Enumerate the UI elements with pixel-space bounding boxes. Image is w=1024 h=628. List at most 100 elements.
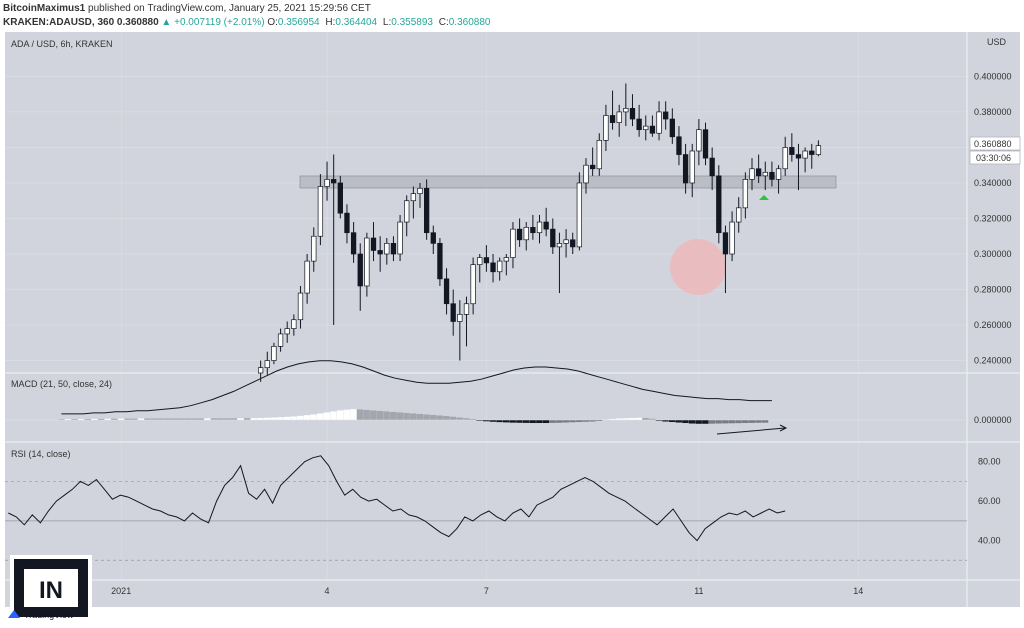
macd-histogram-bar [263, 417, 271, 420]
candle-body [477, 257, 483, 266]
high-label: H: [325, 17, 336, 28]
candle-body [397, 221, 403, 255]
price-badge [969, 136, 1021, 151]
tradingview-text: TradingView [24, 610, 74, 620]
macd-histogram-bar [755, 420, 762, 423]
logo-text: IN [39, 577, 63, 604]
macd-histogram-bar [436, 415, 443, 420]
candle-body [384, 242, 390, 255]
macd-histogram-bar [104, 418, 111, 420]
candle-body [331, 179, 337, 184]
candle-body [344, 212, 350, 234]
candle-body [490, 262, 496, 273]
macd-histogram-bar [702, 420, 709, 424]
macd-indicator [5, 360, 967, 424]
price-tick-label: 0.240000 [974, 356, 1012, 366]
macd-histogram-bar [91, 418, 98, 420]
candle-body [755, 168, 762, 177]
macd-histogram-bar [469, 418, 477, 420]
price-tick-label: 0.400000 [974, 71, 1012, 81]
candle-body [636, 118, 642, 131]
candle-body [291, 319, 297, 329]
candle-body [324, 179, 330, 187]
macd-histogram-bar [257, 417, 264, 420]
macd-histogram-bar [509, 420, 516, 423]
macd-histogram-bar [496, 420, 503, 423]
macd-histogram-bar [589, 420, 596, 422]
author-name[interactable]: BitcoinMaximus1 [3, 3, 86, 14]
time-axis-labels: 202147111418212528Feb [111, 586, 863, 596]
rsi-tick-label: 40.00 [978, 536, 1001, 546]
candle-body [404, 200, 410, 223]
candle-body [795, 154, 802, 159]
price-tick-label: 0.300000 [974, 249, 1012, 259]
macd-histogram-bar [655, 420, 663, 421]
candle-body [782, 147, 788, 170]
macd-histogram-bar [84, 418, 91, 420]
candle-body [729, 221, 735, 255]
price-tick-label: 0.260000 [974, 320, 1012, 330]
macd-histogram-bar [741, 420, 749, 424]
candle-body [470, 264, 476, 305]
macd-histogram-bar [250, 418, 257, 420]
macd-histogram-bar [137, 418, 145, 420]
macd-histogram-bar [569, 420, 576, 423]
candlestick-series [257, 83, 822, 382]
candle-body [702, 129, 709, 159]
candle-body [643, 125, 649, 131]
macd-histogram-bar [483, 420, 490, 422]
macd-histogram-bar [277, 417, 284, 420]
macd-histogram-bar [383, 411, 390, 420]
macd-histogram-bar [144, 418, 151, 420]
candle-body [596, 139, 602, 170]
macd-histogram-bar [170, 418, 178, 420]
highlight-circle[interactable] [670, 239, 726, 295]
macd-histogram-bar [177, 418, 184, 420]
macd-histogram-bar [224, 418, 231, 420]
candle-body [676, 136, 682, 155]
rsi-tick-label: 80.00 [978, 457, 1001, 467]
candle-body [297, 292, 304, 321]
macd-signal-line [61, 360, 772, 415]
candle-body [709, 157, 715, 177]
countdown-badge-text: 03:30:06 [976, 153, 1011, 163]
candle-body [370, 237, 377, 251]
macd-histogram-bar [270, 417, 277, 420]
macd-histogram-bar [456, 417, 463, 420]
candle-body [516, 228, 523, 241]
macd-histogram-bar [204, 418, 211, 420]
candle-body [277, 333, 284, 347]
macd-histogram-bar [210, 418, 218, 420]
macd-histogram-bar [297, 415, 304, 420]
time-tick-label: 14 [853, 586, 863, 596]
candle-body [437, 242, 443, 280]
candle-body [556, 242, 563, 248]
macd-histogram-bar [117, 418, 125, 420]
macd-histogram-bar [649, 418, 656, 420]
open-label: O: [267, 17, 278, 28]
candle-body [304, 260, 310, 294]
macd-histogram-bar [423, 414, 430, 420]
macd-histogram-bar [582, 420, 589, 422]
macd-histogram-bar [575, 420, 583, 423]
macd-histogram-bar [310, 414, 317, 420]
macd-histogram-bar [111, 418, 118, 420]
macd-histogram-bar [290, 416, 297, 420]
green-arrow-icon[interactable] [759, 195, 769, 200]
macd-label: MACD (21, 50, close, 24) [11, 379, 112, 389]
candle-body [563, 239, 569, 244]
macd-histogram-bar [217, 418, 224, 420]
macd-histogram-bar [516, 420, 523, 423]
divergence-line[interactable] [716, 427, 786, 435]
macd-histogram-bar [370, 410, 377, 420]
candle-body [357, 253, 363, 287]
support-resistance-zone[interactable] [299, 175, 837, 189]
macd-histogram-bar [97, 418, 105, 420]
macd-histogram-bar [595, 420, 603, 422]
candle-body [523, 227, 529, 241]
symbol-info: KRAKEN:ADAUSD, 360 0.360880 ▲ +0.007119 … [3, 17, 493, 28]
candle-body [497, 260, 503, 273]
macd-histogram-bar [529, 420, 536, 424]
candle-body [629, 108, 636, 120]
